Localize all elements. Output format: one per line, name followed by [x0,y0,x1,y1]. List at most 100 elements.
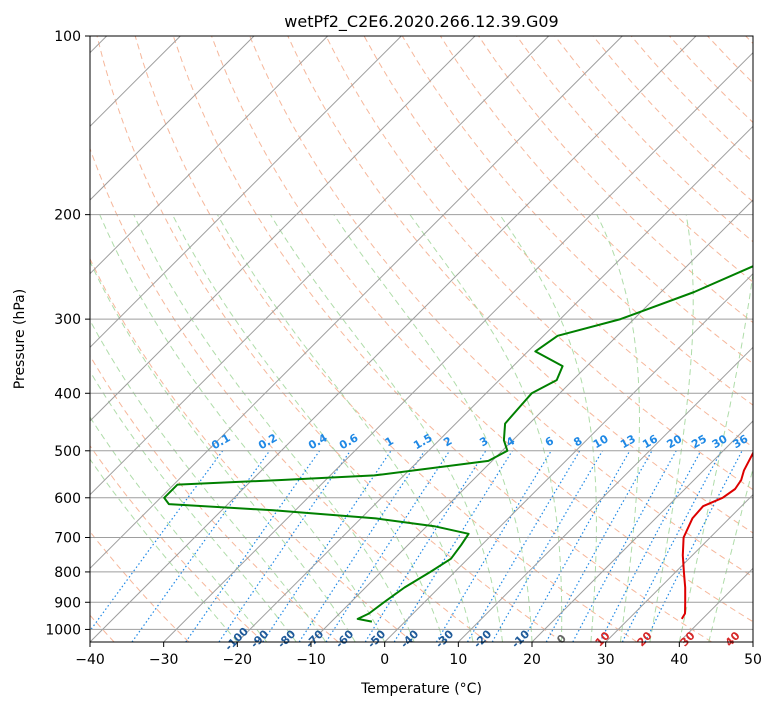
y-tick-label: 700 [54,531,81,547]
moist-adiabat [216,214,474,642]
dry-adiabat [249,36,753,578]
x-tick-label: −10 [296,652,326,668]
isotherm [605,493,753,642]
mixing-ratio-label: 0.1 [209,431,232,452]
isotherm [236,125,753,642]
mixing-ratio-line [218,450,351,642]
x-axis-label: Temperature (°C) [360,681,482,697]
moist-adiabat [90,416,268,642]
moist-adiabat [333,214,533,642]
mixing-ratio-line [262,450,392,642]
dry-adiabat [134,36,638,642]
dry-adiabat [211,36,753,623]
dry-adiabat-label: -50 [365,627,388,650]
y-tick-label: 1000 [45,622,81,638]
moist-adiabat [708,466,753,642]
isotherm [90,36,329,275]
dry-adiabat [516,36,753,283]
dry-adiabat [90,444,264,642]
moist-adiabat [269,214,503,642]
y-tick-label: 100 [54,29,81,45]
dewpoint-profile-line [163,265,753,623]
dry-adiabat [554,36,753,243]
isotherm [90,36,623,570]
dry-adiabat [592,36,753,203]
dry-adiabat [325,36,753,491]
y-axis-label: Pressure (hPa) [12,289,28,389]
mixing-ratio-label: 25 [689,432,709,451]
moist-adiabat [90,370,297,642]
isotherm [90,36,255,201]
x-tick-label: −30 [149,652,179,668]
x-tick-label: 0 [380,652,389,668]
mixing-ratio-line [325,450,451,642]
mixing-ratio-label: 36 [730,432,750,451]
x-tick-label: 20 [523,652,541,668]
moist-adiabat [649,214,694,642]
dry-adiabat [669,36,753,124]
mixing-ratio-line [435,450,552,642]
dry-adiabat-label: -90 [248,627,271,650]
dry-adiabat-label: -60 [333,627,356,650]
y-tick-label: 600 [54,491,81,507]
mixing-ratio-line [644,450,743,642]
plot-frame [89,35,754,643]
isotherm [90,36,402,349]
dry-adiabat-label: 0 [554,632,569,647]
mixing-ratio-label: 13 [618,432,638,451]
x-tick-label: 30 [597,652,615,668]
dry-adiabat-label: -80 [275,627,298,650]
y-tick-label: 900 [54,595,81,611]
isotherm [384,272,753,642]
mixing-ratio-label: 20 [665,432,685,451]
mixing-ratio-label: 3 [477,434,490,449]
dry-adiabat [745,36,753,45]
mixing-ratio-label: 6 [543,434,556,449]
y-tick-label: 200 [54,208,81,224]
dry-adiabat [478,36,753,324]
isotherm [90,36,476,422]
gridlines [90,36,753,642]
dry-adiabat-label: -30 [433,627,456,650]
dry-adiabat [96,36,563,642]
mixing-ratio-line [466,450,581,642]
moist-adiabat [596,214,640,642]
dry-adiabat-label: 30 [678,629,698,649]
dry-adiabat [90,147,488,642]
moist-adiabat [133,214,415,642]
moist-adiabat [678,269,753,642]
mixing-ratio-line [90,450,224,632]
y-axis: 100 200 300 400 500 600 700 800 900 1000 [45,29,90,638]
mixing-ratio-line [521,450,631,642]
dry-adiabat [287,36,753,534]
isotherm [90,36,550,496]
dry-adiabat [172,36,712,642]
mixing-ratio-label: 1 [383,434,396,449]
dry-adiabat [439,36,753,365]
dry-adiabat [707,36,753,84]
mixing-ratio-label: 0.4 [306,431,330,452]
dry-adiabat-label: -10 [509,627,532,650]
moist-adiabat [90,260,356,642]
moist-adiabat [499,214,597,642]
isotherm [531,420,753,642]
x-tick-label: 40 [670,652,688,668]
series-lines [163,265,753,623]
y-tick-label: 800 [54,565,81,581]
mixing-ratio-line [131,450,271,642]
mixing-ratio-label: 30 [710,432,730,451]
x-axis: −40 −30 −20 −10 0 10 20 30 40 50 [75,642,762,668]
mixing-ratio-line [545,450,653,642]
mixing-ratio-label: 16 [640,432,660,451]
moist-adiabat [90,319,327,642]
moist-adiabat [409,214,563,642]
mixing-ratio-label: 10 [591,432,611,451]
moist-adiabat [90,458,238,642]
isotherm [310,199,753,642]
isotherm [752,641,753,642]
isotherm [678,567,753,642]
mixing-ratio-line [572,450,677,642]
dry-adiabat [90,257,414,642]
isotherm [90,36,697,642]
